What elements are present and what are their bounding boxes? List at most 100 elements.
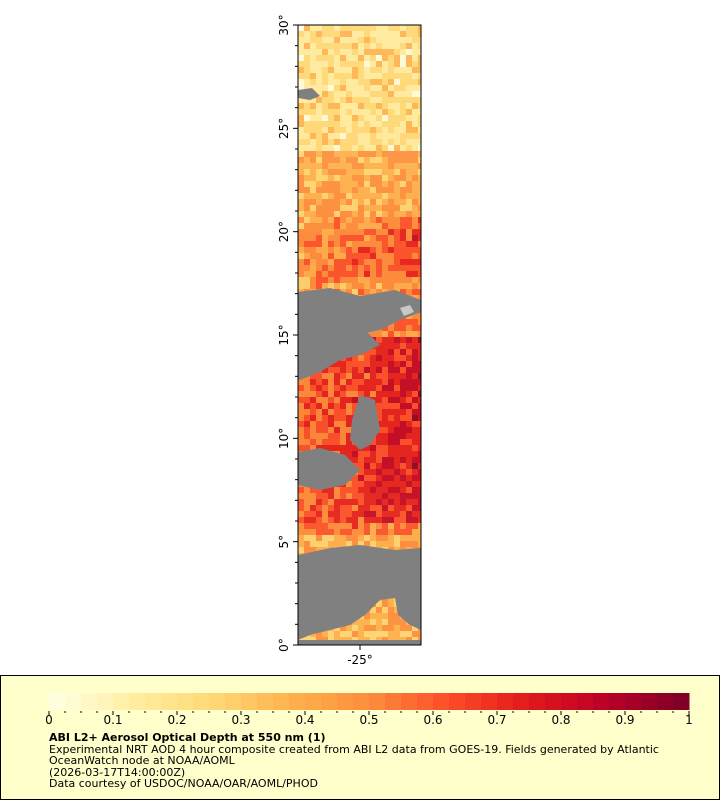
aod-cell — [412, 85, 418, 91]
aod-cell — [322, 193, 328, 199]
aod-cell — [382, 457, 388, 463]
aod-cell — [346, 367, 352, 373]
aod-cell — [298, 547, 304, 553]
aod-cell — [358, 535, 364, 541]
aod-cell — [412, 511, 418, 517]
aod-cell — [388, 511, 394, 517]
aod-cell — [328, 175, 334, 181]
aod-cell — [334, 145, 340, 151]
aod-cell — [340, 523, 346, 529]
aod-cell — [376, 67, 382, 73]
aod-cell — [406, 151, 412, 157]
aod-cell — [418, 85, 421, 91]
aod-cell — [376, 253, 382, 259]
aod-cell — [388, 475, 394, 481]
aod-cell — [298, 211, 304, 217]
aod-cell — [382, 409, 388, 415]
aod-cell — [382, 109, 388, 115]
aod-cell — [340, 151, 346, 157]
aod-cell — [370, 163, 376, 169]
aod-cell — [334, 139, 340, 145]
aod-cell — [322, 211, 328, 217]
aod-cell — [388, 115, 394, 121]
colorbar-cell — [49, 693, 66, 710]
aod-cell — [352, 187, 358, 193]
aod-cell — [370, 283, 376, 289]
aod-cell — [358, 451, 364, 457]
aod-cell — [376, 223, 382, 229]
aod-cell — [352, 511, 358, 517]
aod-cell — [328, 517, 334, 523]
aod-cell — [298, 247, 304, 253]
aod-cell — [310, 397, 316, 403]
aod-cell — [370, 451, 376, 457]
aod-cell — [376, 103, 382, 109]
aod-cell — [334, 511, 340, 517]
aod-cell — [406, 145, 412, 151]
aod-cell — [310, 247, 316, 253]
aod-cell — [328, 79, 334, 85]
aod-cell — [376, 367, 382, 373]
aod-cell — [394, 487, 400, 493]
aod-cell — [382, 355, 388, 361]
aod-cell — [316, 427, 322, 433]
aod-cell — [412, 499, 418, 505]
colorbar-tick-label: 0.6 — [423, 713, 442, 727]
aod-cell — [382, 175, 388, 181]
aod-cell — [394, 361, 400, 367]
aod-cell — [358, 361, 364, 367]
aod-cell — [388, 49, 394, 55]
aod-cell — [298, 205, 304, 211]
aod-cell — [304, 247, 310, 253]
aod-cell — [358, 253, 364, 259]
aod-cell — [388, 187, 394, 193]
colorbar: 0 0.1 0.2 0.3 0.4 0.5 0.6 0.7 0.8 0.9 1 — [45, 693, 693, 727]
aod-cell — [340, 67, 346, 73]
aod-cell — [376, 391, 382, 397]
aod-cell — [394, 367, 400, 373]
aod-cell — [340, 55, 346, 61]
aod-cell — [310, 487, 316, 493]
aod-cell — [322, 73, 328, 79]
aod-cell — [340, 625, 346, 631]
aod-cell — [334, 223, 340, 229]
aod-cell — [406, 481, 412, 487]
aod-cell — [406, 127, 412, 133]
aod-cell — [358, 271, 364, 277]
aod-cell — [328, 145, 334, 151]
aod-cell — [400, 211, 406, 217]
aod-cell — [394, 109, 400, 115]
aod-cell — [400, 241, 406, 247]
aod-cell — [376, 631, 382, 637]
aod-cell — [406, 289, 412, 295]
aod-cell — [310, 103, 316, 109]
legend-panel: 0 0.1 0.2 0.3 0.4 0.5 0.6 0.7 0.8 0.9 1 ABI L2+ Ae… — [0, 675, 720, 800]
aod-cell — [346, 535, 352, 541]
aod-cell — [394, 43, 400, 49]
aod-cell — [370, 349, 376, 355]
aod-cell — [406, 187, 412, 193]
aod-cell — [340, 199, 346, 205]
aod-cell — [394, 391, 400, 397]
aod-cell — [364, 373, 370, 379]
aod-cell — [370, 169, 376, 175]
aod-cell — [304, 487, 310, 493]
aod-cell — [412, 235, 418, 241]
aod-cell — [400, 157, 406, 163]
aod-cell — [418, 349, 421, 355]
aod-cell — [340, 427, 346, 433]
lat-tick-label: 10° — [277, 428, 291, 449]
aod-cell — [322, 259, 328, 265]
aod-cell — [370, 79, 376, 85]
aod-cell — [322, 109, 328, 115]
aod-cell — [304, 415, 310, 421]
aod-cell — [310, 217, 316, 223]
aod-cell — [346, 49, 352, 55]
aod-cell — [412, 253, 418, 259]
aod-cell — [352, 271, 358, 277]
aod-cell — [364, 139, 370, 145]
aod-cell — [346, 217, 352, 223]
aod-cell — [388, 373, 394, 379]
aod-cell — [412, 133, 418, 139]
aod-cell — [370, 241, 376, 247]
